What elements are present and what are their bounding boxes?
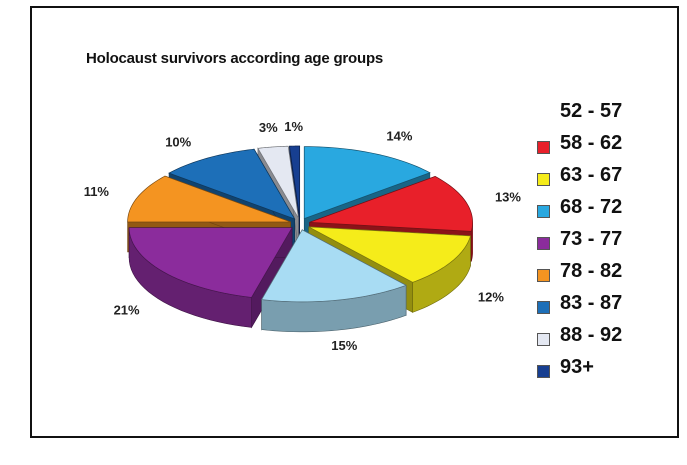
legend-swatch [537,173,550,186]
legend-label: 73 - 77 [560,228,623,250]
legend-label: 63 - 67 [560,164,623,186]
legend-label: 93+ [560,356,594,378]
pie-slice-label: 13% [495,190,521,205]
legend-label: 52 - 57 [560,100,623,122]
pie-slice-top [261,229,407,303]
pie-slice-label: 10% [165,134,191,149]
pie-slice-label: 15% [331,338,357,353]
pie-slice-top [309,176,473,232]
pie-slice-label: 21% [114,303,140,318]
legend-label: 88 - 92 [560,324,623,346]
legend-swatch [537,365,550,378]
pie-slice-top [168,148,296,220]
legend-label: 68 - 72 [560,196,623,218]
pie-slice-label: 14% [386,128,412,143]
legend-swatch [537,301,550,314]
pie-slice-top [127,175,291,223]
legend-label: 78 - 82 [560,260,623,282]
pie-slice-top [303,146,431,220]
chart-title: Holocaust survivors according age groups [86,50,384,67]
legend-swatch [537,333,550,346]
legend-label: 58 - 62 [560,132,623,154]
pie-slice-top [257,145,299,219]
pie-slice-label: 1% [284,119,303,134]
legend-label: 83 - 87 [560,292,623,314]
pie-slice-label: 3% [259,120,278,135]
pie-slice-top [289,145,301,219]
pie-slice [261,228,407,333]
legend-swatch [537,141,550,154]
legend-swatch [537,237,550,250]
pie-slice-top [128,227,293,298]
pie-slice-top [308,226,471,283]
pie-slice-label: 11% [84,184,110,199]
pie-slice-label: 12% [478,290,504,305]
legend-swatch [537,269,550,282]
legend-swatch [537,205,550,218]
